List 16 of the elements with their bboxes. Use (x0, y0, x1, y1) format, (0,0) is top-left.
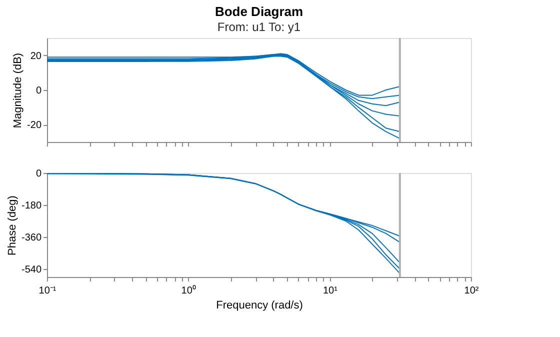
chart-title: Bode Diagram (214, 4, 304, 19)
x-tick-label: 10² (464, 286, 480, 296)
y-tick-label: -540 (21, 264, 42, 276)
x-tick-label: 10⁻¹ (38, 286, 57, 296)
y-axis-title: Phase (deg) (6, 196, 18, 256)
x-axis-title: Frequency (rad/s) (216, 300, 303, 312)
chart-subtitle: From: u1 To: y1 (217, 20, 301, 34)
x-tick-label: 10¹ (322, 286, 338, 296)
y-tick-label: 0 (36, 86, 42, 96)
y-tick-label: -180 (21, 200, 42, 212)
y-tick-label: 20 (30, 50, 42, 62)
y-tick-label: 0 (36, 168, 42, 180)
y-tick-label: -20 (27, 120, 42, 132)
x-tick-label: 10⁰ (181, 284, 196, 296)
y-axis-title: Magnitude (dB) (12, 52, 24, 128)
y-tick-label: -360 (21, 232, 42, 244)
